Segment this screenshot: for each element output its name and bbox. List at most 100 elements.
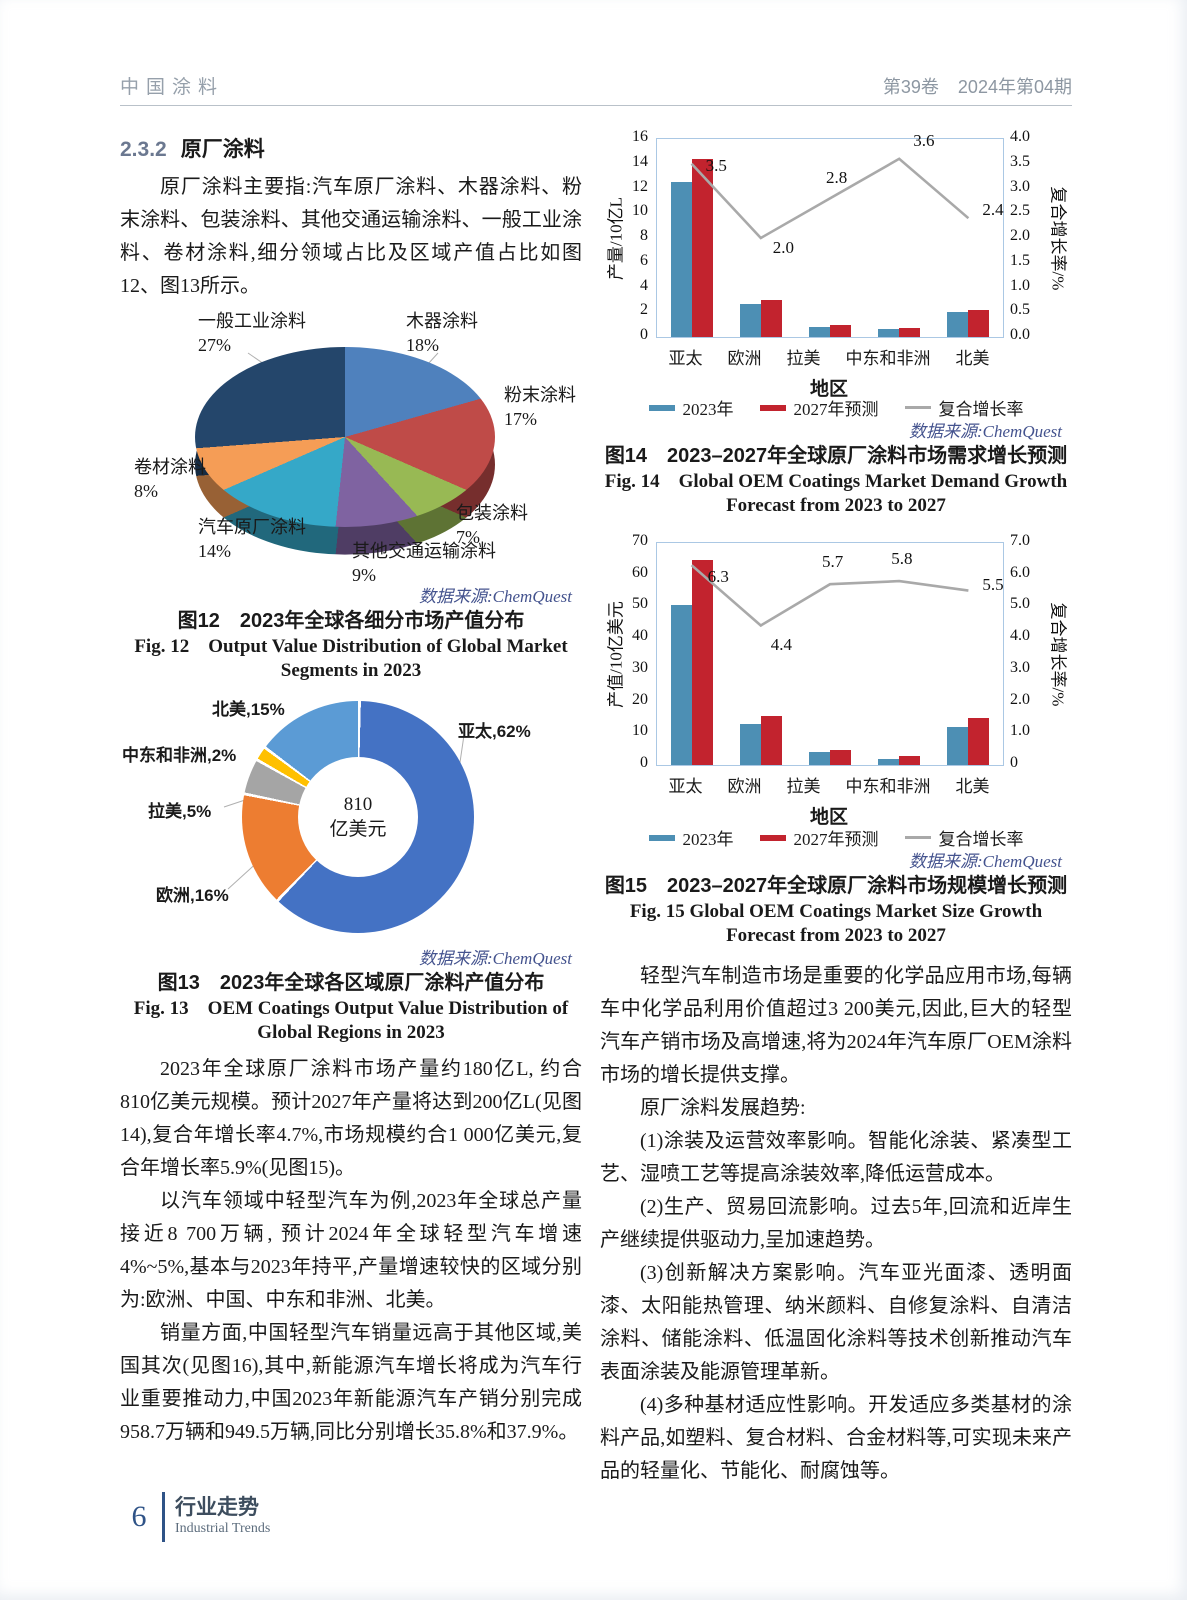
y-axis-tick-left: 20 (632, 690, 648, 708)
legend-swatch (904, 836, 931, 839)
line-data-label: 4.4 (770, 635, 793, 655)
line-data-label: 5.5 (982, 574, 1004, 594)
fig13-caption-cn: 图13 2023年全球各区域原厂涂料产值分布 (157, 972, 545, 994)
line-data-label: 6.3 (707, 567, 729, 587)
legend-label: 2023年 (682, 400, 734, 419)
y-axis-tick-right: 2.0 (1010, 227, 1030, 244)
y-axis-tick-left: 12 (632, 177, 648, 195)
legend-swatch (759, 404, 786, 411)
line-data-label: 5.7 (822, 552, 844, 572)
legend-label: 2027年预测 (793, 400, 879, 419)
section-heading: 2.3.2 原厂涂料 (120, 133, 582, 163)
bar-group (670, 560, 713, 765)
legend-label: 2027年预测 (793, 830, 879, 849)
x-axis-tick-label: 北美 (955, 349, 990, 368)
y-axis-title-right: 复合增长率/% (1048, 602, 1068, 707)
y-axis-tick-right: 2.5 (1010, 202, 1030, 220)
x-axis-title: 地区 (809, 807, 848, 828)
line-data-label: 2.8 (826, 168, 848, 188)
fig15-caption-cn: 图15 2023–2027年全球原厂涂料市场规模增长预测 (604, 875, 1068, 897)
bar-2027年预测 (760, 715, 782, 765)
page-footer: 6 行业走势 Industrial Trends (122, 1492, 270, 1542)
legend-swatch (648, 834, 675, 841)
donut-label-europe: 欧洲,16% (156, 886, 229, 905)
x-axis-tick-label: 拉美 (786, 349, 821, 368)
bar-group (947, 718, 990, 765)
x-axis-category-labels: 亚太 欧洲 拉美 中东和非洲 北美 (656, 344, 1002, 369)
y-axis-tick-right: 3.5 (1010, 152, 1030, 170)
y-axis-tick-right: 7.0 (1010, 532, 1030, 549)
body-paragraph: 以汽车领域中轻型汽车为例,2023年全球总产量接近8 700万辆, 预计2024… (120, 1190, 582, 1311)
bar-2023年 (739, 303, 761, 337)
page-number: 6 (131, 1500, 147, 1533)
y-axis-tick-left: 10 (632, 202, 648, 220)
y-axis-title-right: 复合增长率/% (1048, 186, 1068, 291)
legend-item-2027年预测: 2027年预测 (759, 395, 879, 420)
journal-name: 中国涂料 (120, 77, 225, 98)
y-axis-tick-right: 3.0 (1010, 658, 1030, 676)
bar-2023年 (878, 758, 900, 765)
pie-label-powder: 粉末涂料 17% (504, 385, 576, 429)
issue-info: 第39卷 2024年第04期 (869, 73, 1072, 99)
section-title: 原厂涂料 (180, 138, 265, 161)
x-axis-tick-label: 欧洲 (727, 349, 762, 368)
y-axis-tick-right: 0 (1010, 754, 1018, 771)
bar-2027年预测 (691, 158, 713, 337)
bar-2027年预测 (968, 718, 990, 765)
bar-2027年预测 (968, 309, 990, 337)
bar-group (739, 299, 782, 337)
legend-item-2023年: 2023年 (648, 825, 734, 850)
fig12-caption-cn: 图12 2023年全球各细分市场产值分布 (177, 610, 525, 632)
pie-label-other-transport: 其他交通运输涂料 9% (352, 541, 496, 585)
bar-group (739, 715, 782, 765)
x-axis-tick-label: 亚太 (668, 349, 703, 368)
x-axis-title: 地区 (809, 379, 848, 400)
footer-section-cn: 行业走势 (175, 1496, 259, 1519)
body-paragraph: 销量方面,中国轻型汽车销量远高于其他区域,美国其次(见图16),其中,新能源汽车… (120, 1322, 582, 1443)
bar-2023年 (947, 726, 969, 765)
legend-item-复合增长率: 复合增长率 (904, 395, 1024, 420)
legend-item-复合增长率: 复合增长率 (904, 825, 1024, 850)
body-paragraph: 轻型汽车制造市场是重要的化学品应用市场,每辆车中化学品利用价值超过3 200美元… (600, 965, 1072, 1086)
intro-paragraph: 原厂涂料主要指:汽车原厂涂料、木器涂料、粉末涂料、包装涂料、其他交通运输涂料、一… (120, 176, 582, 297)
chart-legend: 2023年 2027年预测 复合增长率 (600, 395, 1072, 420)
bar-2023年 (739, 723, 761, 765)
fig12-source: 数据来源:ChemQuest (419, 587, 572, 606)
x-axis-category-labels: 亚太 欧洲 拉美 中东和非洲 北美 (656, 772, 1002, 797)
fig13-caption-en: Fig. 13 OEM Coatings Output Value Distri… (133, 998, 569, 1043)
combo-chart-size-forecast: 产值/10亿美元 6.3 4.4 5.7 5.8 5.5 复合增长率/% 地区 2023… (600, 532, 1072, 852)
x-axis-tick-label: 中东和非洲 (845, 777, 931, 796)
y-axis-tick-right: 1.0 (1010, 276, 1030, 294)
fig15-source: 数据来源:ChemQuest (909, 852, 1062, 871)
body-paragraph: 2023年全球原厂涂料市场产量约180亿L, 约合810亿美元规模。预计2027… (120, 1058, 582, 1179)
bar-2023年 (947, 312, 969, 337)
y-axis-tick-right: 1.5 (1010, 251, 1030, 269)
bar-2023年 (670, 182, 692, 337)
y-axis-tick-left: 0 (640, 326, 648, 343)
bar-2023年 (808, 327, 830, 337)
fig14-source: 数据来源:ChemQuest (909, 422, 1062, 441)
y-axis-tick-right: 0.0 (1010, 326, 1030, 343)
section-number: 2.3.2 (120, 138, 167, 161)
y-axis-tick-left: 0 (640, 754, 648, 771)
y-axis-tick-left: 4 (640, 276, 648, 294)
footer-section-en: Industrial Trends (175, 1521, 271, 1536)
pie-label-general-industrial: 一般工业涂料 27% (198, 311, 306, 355)
combo-chart-demand-forecast: 产量/10亿L 3.5 2.0 2.8 3.6 2.4 复合增长率/% 地区 2023年… (600, 128, 1072, 422)
bar-2027年预测 (829, 749, 851, 765)
fig13-source: 数据来源:ChemQuest (419, 949, 572, 968)
y-axis-tick-left: 40 (632, 627, 648, 645)
fig15-caption-en: Fig. 15 Global OEM Coatings Market Size … (629, 901, 1043, 946)
body-paragraph: (1)涂装及运营效率影响。智能化涂装、紧凑型工艺、湿喷工艺等提高涂装效率,降低运… (600, 1130, 1072, 1185)
body-paragraph: (3)创新解决方案影响。汽车亚光面漆、透明面漆、太阳能热管理、纳米颜料、自修复涂… (600, 1262, 1072, 1383)
y-axis-tick-left: 14 (632, 152, 648, 170)
bar-2023年 (878, 329, 900, 337)
pie-label-auto-oem: 汽车原厂涂料 14% (198, 517, 306, 561)
bar-2023年 (670, 604, 692, 765)
bar-2027年预测 (899, 327, 921, 337)
bar-group (878, 327, 921, 337)
volume-label: 第39卷 (882, 77, 939, 97)
pie-label-wood: 木器涂料 18% (406, 311, 478, 355)
bar-group (808, 325, 851, 337)
